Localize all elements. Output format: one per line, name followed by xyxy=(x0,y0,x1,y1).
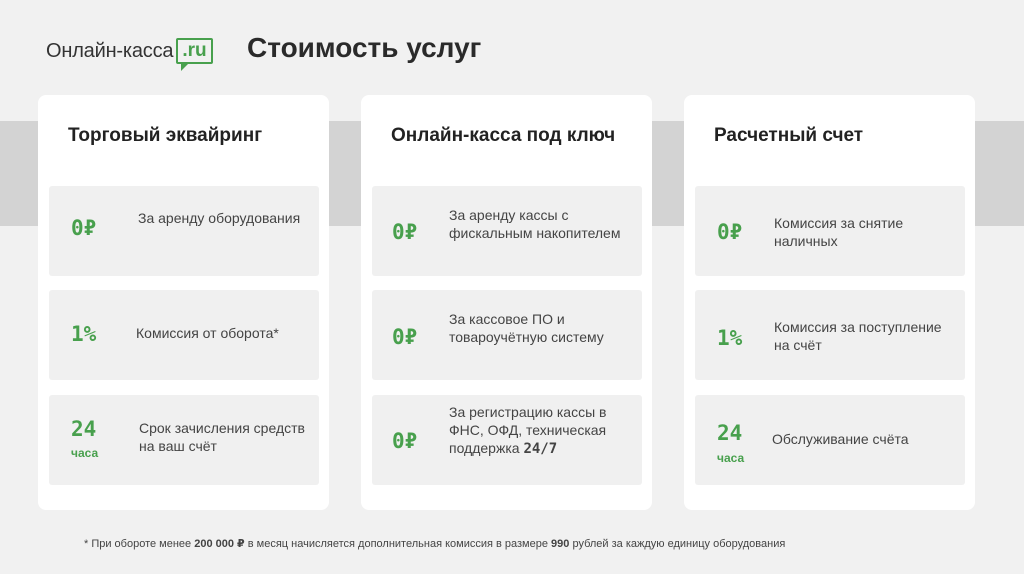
speech-bubble-tail-icon xyxy=(181,63,190,71)
item-description: Обслуживание счёта xyxy=(772,431,909,447)
item-description-bold: 24/7 xyxy=(523,441,558,457)
item-description-text: За регистрацию кассы в ФНС, ОФД, техниче… xyxy=(449,404,607,456)
item-value: 24 xyxy=(717,421,743,445)
logo-badge-text: .ru xyxy=(182,40,207,61)
card-title: Расчетный счет xyxy=(714,125,864,146)
item-value: 0₽ xyxy=(392,429,418,453)
item-value: 0₽ xyxy=(71,216,97,240)
item-description: За аренду оборудования xyxy=(138,210,301,226)
service-item: 0₽ За аренду оборудования xyxy=(49,186,319,276)
service-item: 1% Комиссия от оборота* xyxy=(49,290,319,380)
logo-badge: .ru xyxy=(176,38,213,71)
item-value-unit: часа xyxy=(717,451,745,465)
item-description: За кассовое ПО и товароучётную систему xyxy=(449,311,604,345)
service-item: 0₽ За кассовое ПО и товароучётную систем… xyxy=(372,290,642,380)
service-item: 24 часа Обслуживание счёта xyxy=(695,395,965,485)
service-item: 0₽ За аренду кассы с фискальным накопите… xyxy=(372,186,642,276)
item-description: За регистрацию кассы в ФНС, ОФД, техниче… xyxy=(449,403,624,458)
card-acquiring: Торговый эквайринг 0₽ За аренду оборудов… xyxy=(38,95,329,510)
item-description: Комиссия от оборота* xyxy=(136,325,279,341)
item-value: 1% xyxy=(71,322,97,346)
logo-text: Онлайн-касса xyxy=(46,39,174,62)
item-value: 0₽ xyxy=(392,220,418,244)
item-description: За аренду кассы с фискальным накопителем xyxy=(449,207,621,241)
card-turnkey-register: Онлайн-касса под ключ 0₽ За аренду кассы… xyxy=(361,95,652,510)
item-description: Срок зачисления средств на ваш счёт xyxy=(139,420,305,454)
item-value: 0₽ xyxy=(717,220,743,244)
card-title: Онлайн-касса под ключ xyxy=(391,125,616,146)
service-item: 24 часа Срок зачисления средств на ваш с… xyxy=(49,395,319,485)
service-item: 1% Комиссия за поступление на счёт xyxy=(695,290,965,380)
service-item: 0₽ За регистрацию кассы в ФНС, ОФД, техн… xyxy=(372,395,642,485)
logo[interactable]: Онлайн-касса .ru xyxy=(46,34,213,71)
service-item: 0₽ Комиссия за снятие наличных xyxy=(695,186,965,276)
footnote-text: в месяц начисляется дополнительная комис… xyxy=(244,538,552,550)
item-value: 0₽ xyxy=(392,325,418,349)
card-title: Торговый эквайринг xyxy=(68,125,263,146)
item-value-unit: часа xyxy=(71,446,99,460)
footnote-text: * При обороте менее xyxy=(84,538,195,550)
footnote-amount: 200 000 ₽ xyxy=(194,538,245,550)
card-bank-account: Расчетный счет 0₽ Комиссия за снятие нал… xyxy=(684,95,975,510)
footnote-fee: 990 xyxy=(551,538,570,550)
footnote-text: рублей за каждую единицу оборудования xyxy=(569,538,786,550)
item-value: 24 xyxy=(71,417,97,441)
page-title: Стоимость услуг xyxy=(247,32,482,63)
item-description: Комиссия за снятие наличных xyxy=(774,215,904,249)
item-value: 1% xyxy=(717,326,743,350)
footnote: * При обороте менее 200 000 ₽ в месяц на… xyxy=(84,537,785,550)
item-description: Комиссия за поступление на счёт xyxy=(774,319,942,353)
